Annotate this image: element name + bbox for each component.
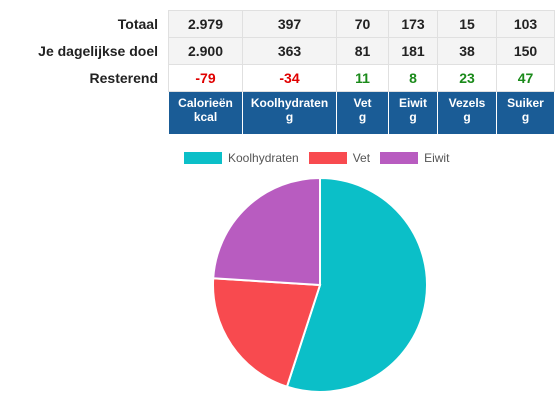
total-row: Totaal 2.979 397 70 173 15 103 bbox=[0, 10, 555, 38]
header-protein: Eiwit g bbox=[388, 91, 438, 135]
header-carbs: Koolhydraten g bbox=[242, 91, 337, 135]
nutrition-summary-table: Totaal 2.979 397 70 173 15 103 Je dageli… bbox=[0, 10, 555, 135]
pie-slice-koolhydraten[interactable] bbox=[285, 176, 428, 393]
remaining-sugar: 47 bbox=[496, 64, 555, 92]
chart-legend: Koolhydraten Vet Eiwit bbox=[184, 151, 459, 165]
legend-label-vet: Vet bbox=[352, 151, 371, 165]
goal-fat: 81 bbox=[336, 37, 389, 65]
remaining-fiber: 23 bbox=[437, 64, 497, 92]
goal-protein: 181 bbox=[388, 37, 438, 65]
total-sugar: 103 bbox=[496, 10, 555, 38]
header-sugar: Suiker g bbox=[496, 91, 555, 135]
goal-carbs: 363 bbox=[242, 37, 337, 65]
total-fat: 70 bbox=[336, 10, 389, 38]
goal-sugar: 150 bbox=[496, 37, 555, 65]
legend-item-eiwit[interactable]: Eiwit bbox=[380, 151, 449, 165]
legend-swatch-eiwit bbox=[380, 152, 419, 164]
total-label: Totaal bbox=[0, 10, 169, 38]
remaining-calories: -79 bbox=[168, 64, 243, 92]
remaining-carbs: -34 bbox=[242, 64, 337, 92]
total-fiber: 15 bbox=[437, 10, 497, 38]
remaining-protein: 8 bbox=[388, 64, 438, 92]
total-calories: 2.979 bbox=[168, 10, 243, 38]
legend-label-eiwit: Eiwit bbox=[424, 151, 450, 165]
remaining-label: Resterend bbox=[0, 64, 169, 92]
legend-label-koolhydraten: Koolhydraten bbox=[228, 151, 299, 165]
legend-swatch-koolhydraten bbox=[184, 152, 222, 164]
goal-label: Je dagelijkse doel bbox=[0, 37, 169, 65]
header-calories: Calorieën kcal bbox=[168, 91, 243, 135]
legend-item-koolhydraten[interactable]: Koolhydraten bbox=[184, 151, 299, 165]
remaining-row: Resterend -79 -34 11 8 23 47 bbox=[0, 64, 555, 92]
column-header-row: Calorieën kcal Koolhydraten g Vet g Eiwit g … bbox=[0, 91, 555, 135]
header-fat: Vet g bbox=[336, 91, 389, 135]
pie-slice-vet[interactable] bbox=[212, 277, 322, 389]
header-fiber: Vezels g bbox=[437, 91, 497, 135]
legend-item-vet[interactable]: Vet bbox=[308, 151, 371, 165]
legend-swatch-vet bbox=[308, 152, 347, 164]
goal-calories: 2.900 bbox=[168, 37, 243, 65]
pie-slice-eiwit[interactable] bbox=[212, 176, 321, 287]
total-protein: 173 bbox=[388, 10, 438, 38]
